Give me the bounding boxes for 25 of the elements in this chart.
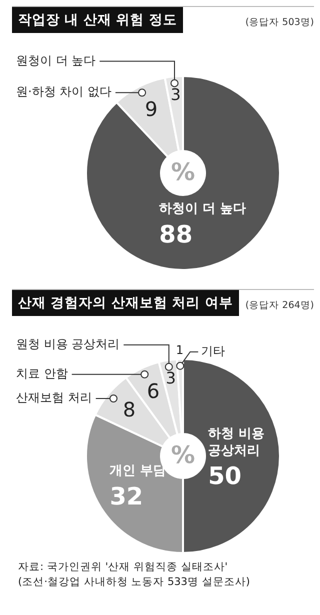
slice-label: 산재보험 처리 [16, 390, 92, 405]
slice-label: 원청이 더 높다 [16, 53, 96, 68]
text: (조선·철강업 사내하청 노동자 533명 설문조사) [18, 575, 251, 590]
data-label: 6 [146, 379, 160, 404]
chart-subtitle: (응답자 264명) [245, 299, 314, 312]
chart-subtitle: (응답자 503명) [245, 16, 314, 29]
chart-title: 작업장 내 산재 위험 정도 [12, 7, 183, 33]
data-label: 32 [110, 482, 144, 510]
text: 자료: 국가인권위 '산재 위험직종 실태조사' [18, 560, 229, 575]
text: % [170, 441, 196, 470]
slice-label: 하청이 더 높다 [159, 201, 246, 216]
chart-title: 산재 경험자의 산재보험 처리 여부 [12, 290, 239, 316]
slice-label: 하청 비용 공상처리 [208, 426, 265, 458]
data-label: 3 [166, 368, 176, 388]
slice-label: 기타 [201, 344, 226, 358]
text: % [170, 158, 196, 186]
slice-label: 원·하청 차이 없다 [16, 84, 112, 99]
slice-label: 치료 안함 [16, 366, 68, 380]
data-label: 88 [159, 220, 193, 248]
slice-label: 원청 비용 공상처리 [16, 337, 120, 352]
data-label: 1 [176, 343, 184, 358]
data-label: 9 [144, 96, 158, 121]
data-label: 8 [122, 398, 136, 422]
data-label: 3 [170, 84, 181, 104]
data-label: 50 [208, 462, 242, 490]
